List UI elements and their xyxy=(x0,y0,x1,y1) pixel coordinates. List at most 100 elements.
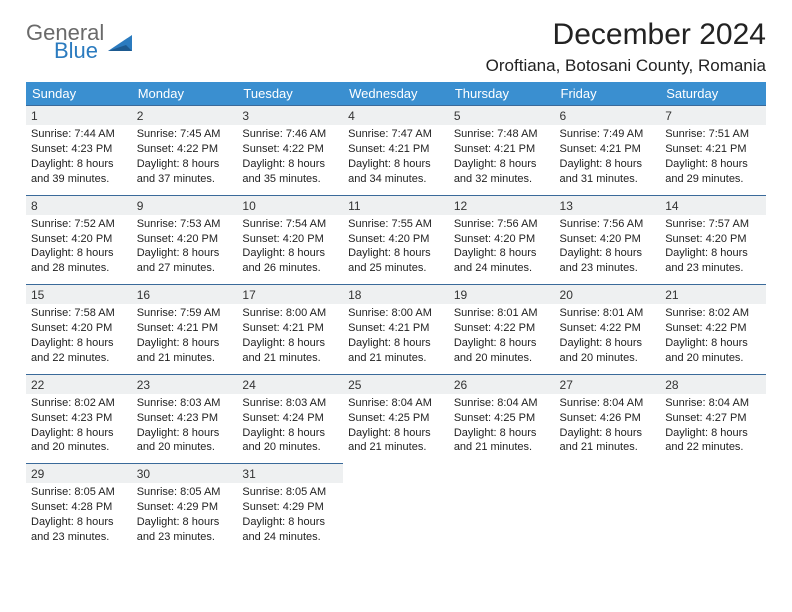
logo-word-blue: Blue xyxy=(54,40,104,62)
daylight-text-1: Daylight: 8 hours xyxy=(31,426,127,441)
weekday-header: Saturday xyxy=(660,82,766,106)
day-number: 13 xyxy=(555,196,661,215)
calendar-header-row: SundayMondayTuesdayWednesdayThursdayFrid… xyxy=(26,82,766,106)
day-number: 23 xyxy=(132,375,238,394)
daylight-text-1: Daylight: 8 hours xyxy=(454,246,550,261)
daylight-text-1: Daylight: 8 hours xyxy=(137,157,233,172)
daylight-text-1: Daylight: 8 hours xyxy=(242,246,338,261)
calendar-day-cell: 8Sunrise: 7:52 AMSunset: 4:20 PMDaylight… xyxy=(26,195,132,285)
sunrise-text: Sunrise: 7:57 AM xyxy=(665,217,761,232)
sunrise-text: Sunrise: 8:04 AM xyxy=(560,396,656,411)
day-number: 7 xyxy=(660,106,766,125)
sunset-text: Sunset: 4:20 PM xyxy=(242,232,338,247)
daylight-text-1: Daylight: 8 hours xyxy=(242,157,338,172)
sunset-text: Sunset: 4:26 PM xyxy=(560,411,656,426)
daylight-text-1: Daylight: 8 hours xyxy=(31,515,127,530)
day-number: 11 xyxy=(343,196,449,215)
sunset-text: Sunset: 4:22 PM xyxy=(560,321,656,336)
logo-text: General Blue xyxy=(26,22,104,62)
sunrise-text: Sunrise: 7:58 AM xyxy=(31,306,127,321)
sunset-text: Sunset: 4:20 PM xyxy=(454,232,550,247)
sunset-text: Sunset: 4:22 PM xyxy=(137,142,233,157)
day-number: 27 xyxy=(555,375,661,394)
calendar-day-cell: 23Sunrise: 8:03 AMSunset: 4:23 PMDayligh… xyxy=(132,374,238,464)
weekday-header: Friday xyxy=(555,82,661,106)
daylight-text-2: and 20 minutes. xyxy=(454,351,550,366)
daylight-text-1: Daylight: 8 hours xyxy=(348,426,444,441)
weekday-header: Wednesday xyxy=(343,82,449,106)
day-number: 20 xyxy=(555,285,661,304)
day-number: 25 xyxy=(343,375,449,394)
daylight-text-2: and 21 minutes. xyxy=(454,440,550,455)
calendar-empty-cell xyxy=(343,464,449,553)
daylight-text-2: and 29 minutes. xyxy=(665,172,761,187)
day-number: 18 xyxy=(343,285,449,304)
sunrise-text: Sunrise: 8:05 AM xyxy=(31,485,127,500)
daylight-text-1: Daylight: 8 hours xyxy=(137,246,233,261)
sunrise-text: Sunrise: 7:47 AM xyxy=(348,127,444,142)
calendar-day-cell: 6Sunrise: 7:49 AMSunset: 4:21 PMDaylight… xyxy=(555,106,661,196)
daylight-text-1: Daylight: 8 hours xyxy=(31,157,127,172)
daylight-text-2: and 22 minutes. xyxy=(665,440,761,455)
sunrise-text: Sunrise: 7:52 AM xyxy=(31,217,127,232)
calendar-empty-cell xyxy=(660,464,766,553)
day-number: 2 xyxy=(132,106,238,125)
calendar-day-cell: 27Sunrise: 8:04 AMSunset: 4:26 PMDayligh… xyxy=(555,374,661,464)
daylight-text-2: and 23 minutes. xyxy=(137,530,233,545)
sunrise-text: Sunrise: 7:44 AM xyxy=(31,127,127,142)
daylight-text-2: and 31 minutes. xyxy=(560,172,656,187)
calendar-empty-cell xyxy=(449,464,555,553)
calendar-day-cell: 12Sunrise: 7:56 AMSunset: 4:20 PMDayligh… xyxy=(449,195,555,285)
daylight-text-2: and 23 minutes. xyxy=(665,261,761,276)
daylight-text-2: and 24 minutes. xyxy=(242,530,338,545)
calendar-empty-cell xyxy=(555,464,661,553)
daylight-text-2: and 21 minutes. xyxy=(242,351,338,366)
sunrise-text: Sunrise: 8:01 AM xyxy=(560,306,656,321)
day-number: 10 xyxy=(237,196,343,215)
sunrise-text: Sunrise: 8:05 AM xyxy=(242,485,338,500)
daylight-text-1: Daylight: 8 hours xyxy=(242,336,338,351)
calendar-day-cell: 14Sunrise: 7:57 AMSunset: 4:20 PMDayligh… xyxy=(660,195,766,285)
calendar-week-row: 22Sunrise: 8:02 AMSunset: 4:23 PMDayligh… xyxy=(26,374,766,464)
sunrise-text: Sunrise: 7:45 AM xyxy=(137,127,233,142)
sunset-text: Sunset: 4:21 PM xyxy=(348,142,444,157)
sunset-text: Sunset: 4:24 PM xyxy=(242,411,338,426)
sunrise-text: Sunrise: 8:02 AM xyxy=(665,306,761,321)
sunset-text: Sunset: 4:23 PM xyxy=(31,411,127,426)
calendar-day-cell: 20Sunrise: 8:01 AMSunset: 4:22 PMDayligh… xyxy=(555,285,661,375)
daylight-text-2: and 37 minutes. xyxy=(137,172,233,187)
daylight-text-1: Daylight: 8 hours xyxy=(242,515,338,530)
daylight-text-2: and 20 minutes. xyxy=(242,440,338,455)
daylight-text-2: and 23 minutes. xyxy=(560,261,656,276)
location-subtitle: Oroftiana, Botosani County, Romania xyxy=(486,56,766,76)
daylight-text-1: Daylight: 8 hours xyxy=(137,515,233,530)
sunset-text: Sunset: 4:25 PM xyxy=(454,411,550,426)
day-number: 12 xyxy=(449,196,555,215)
day-number: 16 xyxy=(132,285,238,304)
daylight-text-2: and 21 minutes. xyxy=(348,351,444,366)
daylight-text-1: Daylight: 8 hours xyxy=(454,157,550,172)
day-number: 17 xyxy=(237,285,343,304)
sunset-text: Sunset: 4:20 PM xyxy=(348,232,444,247)
calendar-day-cell: 5Sunrise: 7:48 AMSunset: 4:21 PMDaylight… xyxy=(449,106,555,196)
calendar-day-cell: 13Sunrise: 7:56 AMSunset: 4:20 PMDayligh… xyxy=(555,195,661,285)
calendar-day-cell: 9Sunrise: 7:53 AMSunset: 4:20 PMDaylight… xyxy=(132,195,238,285)
calendar-day-cell: 18Sunrise: 8:00 AMSunset: 4:21 PMDayligh… xyxy=(343,285,449,375)
day-number: 8 xyxy=(26,196,132,215)
sunrise-text: Sunrise: 8:03 AM xyxy=(137,396,233,411)
sunrise-text: Sunrise: 8:04 AM xyxy=(665,396,761,411)
sunset-text: Sunset: 4:29 PM xyxy=(242,500,338,515)
calendar-day-cell: 17Sunrise: 8:00 AMSunset: 4:21 PMDayligh… xyxy=(237,285,343,375)
sunrise-text: Sunrise: 8:03 AM xyxy=(242,396,338,411)
daylight-text-1: Daylight: 8 hours xyxy=(31,336,127,351)
sunset-text: Sunset: 4:20 PM xyxy=(665,232,761,247)
sunrise-text: Sunrise: 7:46 AM xyxy=(242,127,338,142)
sunset-text: Sunset: 4:21 PM xyxy=(137,321,233,336)
calendar-day-cell: 2 Sunrise: 7:45 AMSunset: 4:22 PMDaylight… xyxy=(132,106,238,196)
calendar-week-row: 8Sunrise: 7:52 AMSunset: 4:20 PMDaylight… xyxy=(26,195,766,285)
daylight-text-2: and 22 minutes. xyxy=(31,351,127,366)
weekday-header: Monday xyxy=(132,82,238,106)
daylight-text-2: and 21 minutes. xyxy=(137,351,233,366)
calendar-page: General Blue December 2024 Oroftiana, Bo… xyxy=(0,0,792,563)
calendar-day-cell: 29Sunrise: 8:05 AMSunset: 4:28 PMDayligh… xyxy=(26,464,132,553)
